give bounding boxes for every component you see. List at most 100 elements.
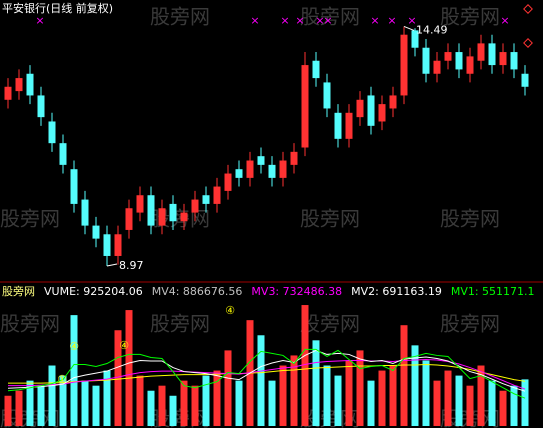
- candle-body: [15, 78, 23, 92]
- candle-body: [202, 195, 210, 204]
- marker-diamond: [523, 4, 533, 14]
- candle-body: [521, 73, 529, 87]
- marker-x: ×: [323, 14, 332, 27]
- volume-bar: [235, 380, 243, 426]
- candle-body: [312, 60, 320, 79]
- volume-bar: [268, 380, 276, 426]
- volume-bar: [147, 390, 155, 426]
- low-label: 8.97: [119, 259, 144, 272]
- volume-bar: [499, 390, 507, 426]
- legend-entry: MV1: 551171.1: [451, 285, 535, 298]
- candle-body: [488, 43, 496, 66]
- candle-body: [235, 169, 243, 178]
- volume-bar: [455, 375, 463, 426]
- watermark: 股旁网: [0, 207, 60, 231]
- volume-bar: [213, 370, 221, 426]
- legend-entry: MV2: 691163.19: [351, 285, 442, 298]
- candle-body: [114, 234, 122, 256]
- marker-diamond: [523, 38, 533, 48]
- candle-body: [103, 234, 111, 256]
- candle-body: [224, 173, 232, 191]
- candle-body: [499, 52, 507, 66]
- candle-body: [4, 86, 12, 100]
- volume-bar: [202, 375, 210, 426]
- volume-bar: [301, 305, 309, 426]
- candle-body: [191, 199, 199, 213]
- candle-body: [59, 143, 67, 165]
- ma-line: [8, 358, 526, 390]
- volume-bar: [323, 365, 331, 426]
- candle-body: [323, 82, 331, 109]
- marker-x: ×: [250, 14, 259, 27]
- volume-bar: [48, 365, 56, 426]
- ma-line: [7, 348, 526, 399]
- marker-x: ×: [500, 14, 509, 27]
- candle-body: [169, 203, 177, 222]
- annotation: ①: [57, 373, 67, 386]
- watermark: 股旁网: [0, 312, 60, 336]
- marker-x: ×: [280, 14, 289, 27]
- candle-body: [48, 121, 56, 144]
- volume-bar: [389, 365, 397, 426]
- volume-bar: [279, 365, 287, 426]
- candle-body: [466, 56, 474, 74]
- candle-body: [433, 60, 441, 74]
- annotation-leader: [403, 26, 415, 31]
- legend-entry: MV3: 732486.38: [251, 285, 342, 298]
- volume-bar: [15, 390, 23, 426]
- candle-body: [400, 34, 408, 96]
- volume-bar: [70, 315, 78, 426]
- watermark: 股旁网: [150, 312, 210, 336]
- volume-bar: [422, 360, 430, 426]
- annotation: ④: [225, 304, 235, 317]
- candle-body: [301, 65, 309, 148]
- candle-body: [367, 95, 375, 126]
- volume-bar: [191, 385, 199, 426]
- candle-body: [213, 186, 221, 204]
- volume-bar: [521, 379, 529, 426]
- volume-bar: [136, 375, 144, 426]
- volume-bar: [378, 370, 386, 426]
- volume-bar: [488, 380, 496, 426]
- candle-body: [455, 52, 463, 70]
- candle-body: [81, 199, 89, 226]
- candle-body: [125, 208, 133, 230]
- volume-bar: [356, 350, 364, 426]
- legend-entry: VUME: 925204.06: [44, 285, 143, 298]
- volume-bar: [169, 395, 177, 426]
- volume-bar: [81, 380, 89, 426]
- candle-body: [510, 52, 518, 70]
- volume-bar: [26, 380, 34, 426]
- volume-bar: [345, 360, 353, 426]
- volume-bar: [510, 385, 518, 426]
- marker-x: ×: [370, 14, 379, 27]
- volume-bar: [367, 380, 375, 426]
- candle-body: [92, 225, 100, 239]
- watermark: 股旁网: [440, 207, 500, 231]
- watermark: 股旁网: [300, 312, 360, 336]
- panel-title: 股旁网: [2, 284, 35, 298]
- volume-bar: [180, 380, 188, 426]
- candle-body: [279, 160, 287, 178]
- volume-bar: [312, 340, 320, 426]
- candle-body: [246, 160, 254, 178]
- marker-x: ×: [295, 14, 304, 27]
- watermark: 股旁网: [300, 207, 360, 231]
- volume-bar: [433, 380, 441, 426]
- volume-bar: [37, 385, 45, 426]
- volume-bar: [466, 385, 474, 426]
- volume-bar: [444, 370, 452, 426]
- marker-x: ×: [387, 14, 396, 27]
- candle-body: [180, 212, 188, 222]
- volume-bar: [92, 385, 100, 426]
- candle-body: [158, 208, 166, 226]
- candle-body: [136, 195, 144, 213]
- watermark: 股旁网: [440, 5, 500, 29]
- volume-bar: [114, 330, 122, 426]
- candle-body: [290, 151, 298, 165]
- volume-bar: [158, 385, 166, 426]
- watermark: 股旁网: [440, 312, 500, 336]
- candle-body: [389, 95, 397, 109]
- annotation: ④: [119, 339, 129, 352]
- candle-body: [70, 169, 78, 204]
